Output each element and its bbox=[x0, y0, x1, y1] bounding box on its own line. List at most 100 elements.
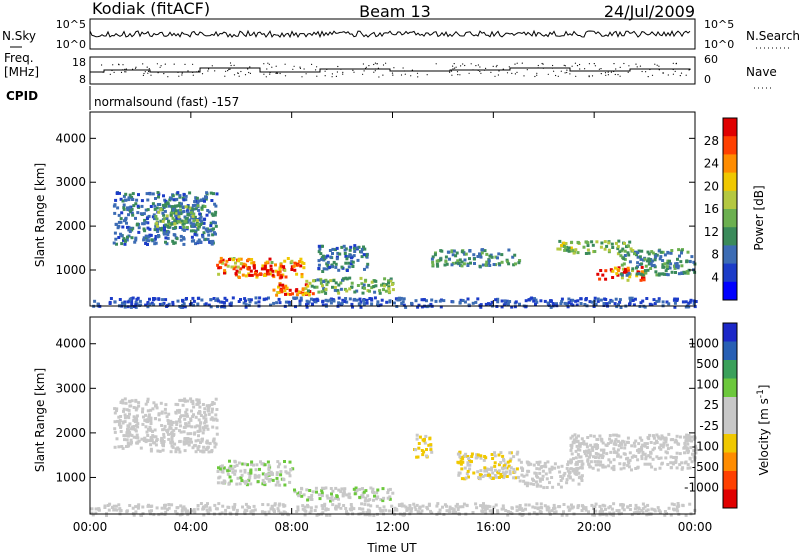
data-cell bbox=[334, 496, 337, 500]
data-cell bbox=[373, 296, 377, 300]
data-cell bbox=[600, 241, 604, 245]
data-cell bbox=[612, 502, 616, 506]
data-cell bbox=[184, 219, 188, 223]
data-cell bbox=[226, 469, 230, 473]
data-cell bbox=[496, 511, 500, 515]
data-cell bbox=[320, 489, 324, 493]
data-cell bbox=[616, 273, 620, 277]
data-cell bbox=[282, 478, 286, 482]
data-cell bbox=[681, 503, 685, 507]
nave-dot bbox=[315, 69, 317, 71]
data-cell bbox=[342, 277, 346, 281]
data-cell bbox=[207, 233, 211, 237]
data-cell bbox=[580, 437, 584, 441]
nave-dot bbox=[435, 63, 437, 65]
data-cell bbox=[497, 463, 501, 467]
power-colorbar-label: Power [dB] bbox=[752, 185, 766, 250]
data-cell bbox=[366, 503, 370, 507]
data-cell bbox=[575, 460, 579, 464]
data-cell bbox=[594, 452, 598, 455]
data-cell bbox=[400, 502, 404, 506]
data-cell bbox=[384, 289, 388, 293]
data-cell bbox=[421, 504, 425, 508]
data-cell bbox=[201, 204, 205, 208]
data-cell bbox=[464, 252, 468, 256]
data-cell bbox=[113, 445, 117, 449]
data-cell bbox=[539, 510, 543, 514]
data-cell bbox=[197, 434, 200, 438]
data-cell bbox=[533, 506, 537, 510]
data-cell bbox=[616, 439, 620, 443]
data-cell bbox=[584, 508, 588, 512]
nave-dot bbox=[614, 73, 616, 76]
data-cell bbox=[673, 305, 677, 309]
data-cell bbox=[360, 502, 364, 506]
data-cell bbox=[206, 427, 210, 431]
data-cell bbox=[496, 470, 500, 474]
data-cell bbox=[577, 434, 580, 438]
data-cell bbox=[279, 263, 283, 267]
data-cell bbox=[121, 446, 125, 450]
data-cell bbox=[567, 297, 571, 301]
data-cell bbox=[363, 502, 367, 506]
data-cell bbox=[402, 297, 406, 301]
data-cell bbox=[605, 452, 609, 456]
data-cell bbox=[339, 287, 343, 291]
data-cell bbox=[598, 463, 602, 467]
data-cell bbox=[156, 203, 160, 206]
data-cell bbox=[191, 204, 195, 207]
data-cell bbox=[357, 245, 361, 249]
data-cell bbox=[543, 299, 547, 303]
nave-dot bbox=[112, 64, 114, 66]
data-cell bbox=[115, 508, 119, 512]
data-cell bbox=[643, 462, 647, 466]
data-cell bbox=[249, 269, 253, 273]
data-cell bbox=[613, 302, 617, 306]
data-cell bbox=[505, 475, 509, 478]
data-cell bbox=[343, 252, 347, 255]
data-cell bbox=[191, 214, 195, 218]
nave-dot bbox=[385, 62, 387, 64]
data-cell bbox=[596, 452, 600, 456]
nave-dot bbox=[284, 75, 287, 77]
data-cell bbox=[520, 513, 524, 517]
data-cell bbox=[131, 427, 135, 431]
data-cell bbox=[582, 245, 586, 249]
data-cell bbox=[666, 463, 670, 466]
data-cell bbox=[179, 212, 183, 216]
data-cell bbox=[96, 302, 100, 306]
data-cell bbox=[149, 408, 153, 412]
data-cell bbox=[645, 513, 649, 517]
data-cell bbox=[301, 288, 305, 292]
data-cell bbox=[301, 293, 305, 297]
data-cell bbox=[494, 503, 498, 507]
data-cell bbox=[254, 301, 258, 305]
data-cell bbox=[131, 213, 135, 217]
data-cell bbox=[666, 251, 670, 255]
data-cell bbox=[185, 226, 189, 229]
nave-dot bbox=[374, 68, 377, 70]
data-cell bbox=[625, 273, 629, 277]
data-cell bbox=[135, 433, 139, 437]
data-cell bbox=[192, 299, 196, 303]
data-cell bbox=[658, 466, 662, 470]
data-cell bbox=[601, 503, 605, 507]
data-cell bbox=[339, 506, 343, 510]
data-cell bbox=[529, 462, 533, 466]
data-cell bbox=[615, 509, 619, 513]
data-cell bbox=[353, 244, 357, 248]
data-cell bbox=[130, 300, 134, 303]
data-cell bbox=[290, 268, 294, 271]
data-cell bbox=[675, 299, 679, 302]
data-cell bbox=[137, 230, 141, 234]
nave-dot bbox=[148, 70, 150, 72]
data-cell bbox=[257, 474, 261, 478]
nave-dot bbox=[523, 75, 525, 77]
data-cell bbox=[118, 191, 121, 195]
data-cell bbox=[129, 438, 133, 442]
data-cell bbox=[589, 434, 593, 438]
data-cell bbox=[622, 257, 626, 261]
data-cell bbox=[352, 254, 356, 258]
data-cell bbox=[294, 305, 297, 309]
data-cell bbox=[319, 252, 323, 256]
